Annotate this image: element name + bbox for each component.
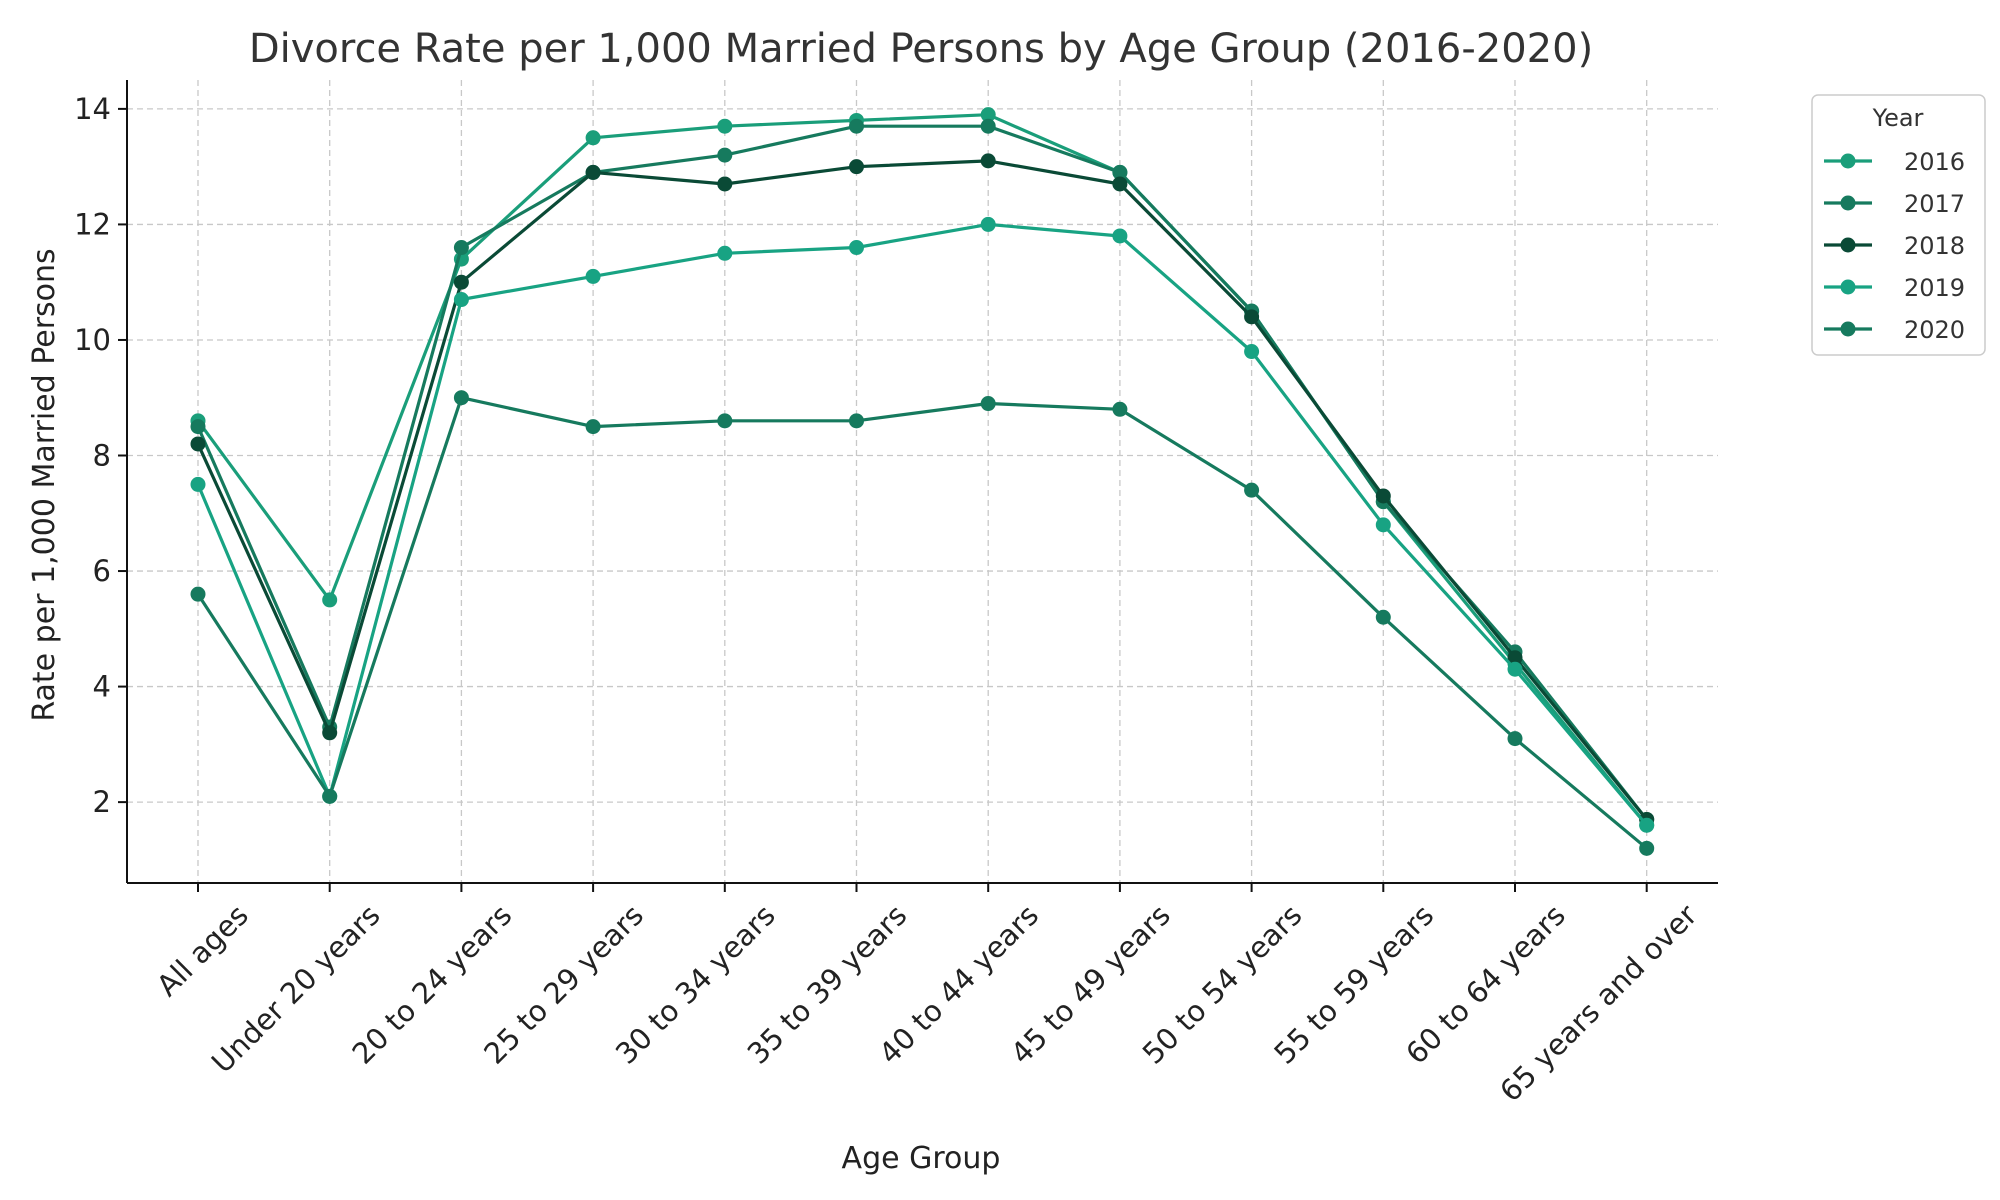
series-2016 [190,107,1655,833]
y-tick-label: 14 [74,92,111,126]
series-2019 [190,216,1655,833]
data-point-2019 [717,245,733,261]
data-point-2018 [1507,650,1523,666]
data-point-2019 [849,240,864,256]
data-point-2020 [1375,609,1391,625]
data-point-2020 [1112,401,1128,417]
data-point-2020 [322,788,338,804]
data-point-2020 [849,413,864,429]
data-point-2018 [322,725,338,741]
series-line-2019 [196,222,1648,827]
data-point-2016 [322,592,338,608]
data-point-2017 [1112,164,1128,180]
legend: Year 2016 2017 2018 2019 2020 [1811,94,1986,356]
data-point-2020 [717,413,733,429]
data-point-2020 [1507,731,1523,747]
legend-item-2017: 2017 [1824,190,1965,218]
data-point-2017 [717,147,733,163]
data-point-2018 [585,164,601,180]
data-point-2019 [585,268,601,284]
data-point-2017 [453,240,469,256]
data-point-2019 [190,476,206,492]
data-point-2018 [190,436,206,452]
series-line-2018 [196,159,1648,821]
data-point-2018 [717,176,733,192]
data-point-2016 [980,107,996,123]
data-point-2016 [717,118,733,134]
chart-title: Divorce Rate per 1,000 Married Persons b… [249,26,1593,72]
data-point-2019 [1375,517,1391,533]
legend-item-2020: 2020 [1824,316,1965,344]
data-point-2019 [1112,228,1128,244]
x-axis-label: Age Group [842,1141,1001,1176]
series-layer [190,107,1655,856]
data-point-2020 [1244,482,1260,498]
data-point-2017 [849,118,864,134]
legend-label: 2020 [1904,316,1965,344]
series-2018 [190,153,1655,827]
series-line-2017 [196,124,1648,821]
data-point-2018 [1244,309,1260,325]
x-tick-label: All ages [150,898,255,1003]
data-point-2019 [1639,817,1655,833]
data-point-2018 [1112,176,1128,192]
data-point-2020 [1639,840,1655,856]
data-point-2018 [453,274,469,290]
legend-label: 2016 [1904,148,1965,176]
data-point-2017 [980,118,996,134]
data-point-2020 [980,396,996,412]
data-point-2018 [1375,488,1391,504]
y-tick-label: 8 [93,439,111,473]
legend-swatch-marker [1840,279,1856,295]
legend-item-2019: 2019 [1824,274,1965,302]
y-tick-label: 12 [74,207,111,241]
data-point-2018 [980,153,996,169]
y-axis-label: Rate per 1,000 Married Persons [27,248,62,721]
data-point-2019 [1244,344,1260,360]
legend-label: 2019 [1904,274,1965,302]
y-tick-label: 6 [93,554,111,588]
data-point-2019 [1507,661,1523,677]
y-tick-label: 4 [93,670,111,704]
data-point-2019 [980,216,996,232]
data-point-2018 [849,159,864,175]
data-point-2017 [190,419,206,435]
y-tick-label: 10 [74,323,111,357]
legend-swatch-marker [1840,321,1856,337]
data-point-2019 [453,292,469,308]
legend-swatch-marker [1840,237,1856,253]
series-2020 [190,390,1655,856]
data-point-2016 [585,130,601,146]
grid [127,80,1718,883]
series-line-2020 [196,396,1648,850]
legend-label: 2018 [1904,232,1965,260]
data-point-2020 [453,390,469,406]
legend-swatch-marker [1840,195,1856,211]
legend-item-2016: 2016 [1824,148,1965,176]
legend-title: Year [1872,104,1924,132]
data-point-2020 [190,586,206,602]
data-point-2020 [585,419,601,435]
legend-item-2018: 2018 [1824,232,1965,260]
legend-swatch-marker [1840,153,1856,169]
y-tick-label: 2 [93,785,111,819]
legend-label: 2017 [1904,190,1965,218]
